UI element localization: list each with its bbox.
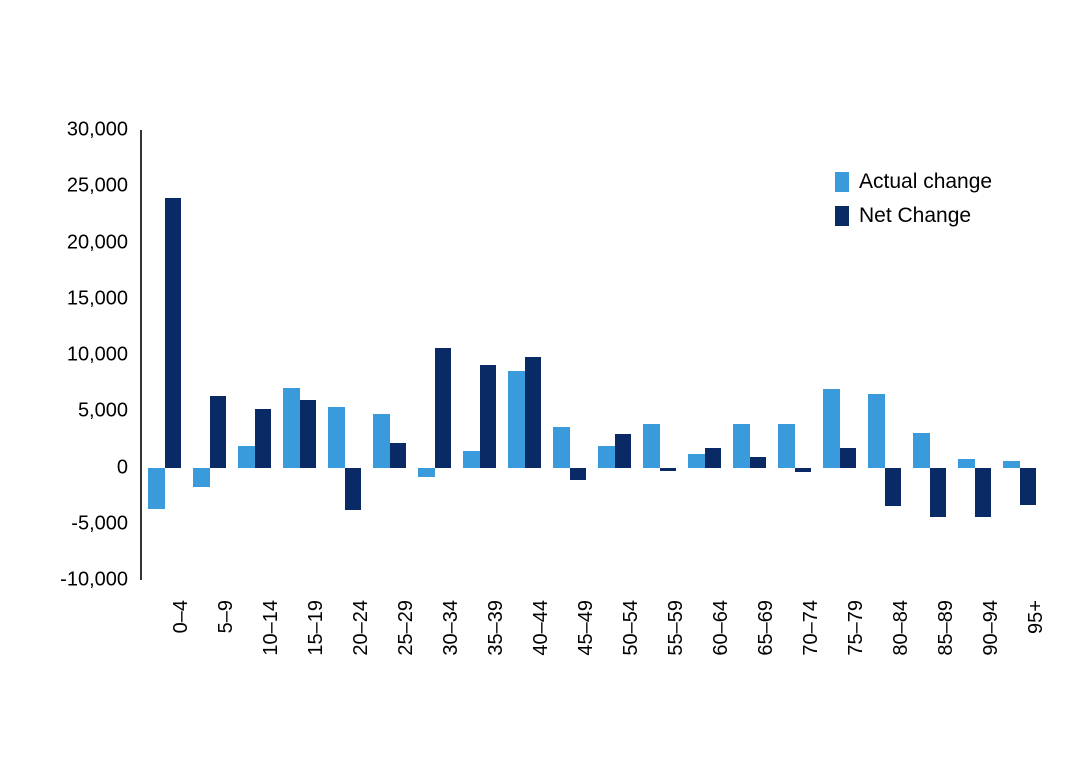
- legend-swatch: [835, 172, 849, 192]
- legend-label: Net Change: [859, 204, 971, 228]
- bar: [930, 468, 947, 518]
- bar: [435, 348, 452, 467]
- bar: [193, 468, 210, 487]
- x-tick-label: 50–54: [620, 600, 643, 656]
- bar: [418, 468, 435, 477]
- x-tick-label: 95+: [1025, 600, 1048, 634]
- bar: [238, 446, 255, 467]
- bar: [283, 388, 300, 468]
- bar: [660, 468, 677, 471]
- bar: [615, 434, 632, 468]
- bar: [750, 457, 767, 467]
- legend-swatch: [835, 206, 849, 226]
- bar: [688, 454, 705, 468]
- x-tick-label: 20–24: [350, 600, 373, 656]
- x-tick-label: 60–64: [710, 600, 733, 656]
- bar: [570, 468, 587, 480]
- x-tick-label: 90–94: [980, 600, 1003, 656]
- bar: [463, 451, 480, 468]
- x-tick-label: 45–49: [575, 600, 598, 656]
- bar: [840, 448, 857, 467]
- x-tick-label: 35–39: [485, 600, 508, 656]
- x-tick-label: 55–59: [665, 600, 688, 656]
- bar: [975, 468, 992, 518]
- bar: [823, 389, 840, 468]
- bar: [868, 394, 885, 467]
- legend: Actual change Net Change: [835, 170, 992, 238]
- bar: [165, 198, 182, 468]
- bar: [525, 357, 542, 467]
- bar: [1003, 461, 1020, 468]
- y-tick-label: 0: [28, 456, 128, 479]
- bar: [778, 424, 795, 468]
- x-tick-label: 10–14: [260, 600, 283, 656]
- chart-container: Actual change Net Change -10,000 -5,000 0 5,…: [0, 0, 1084, 758]
- x-tick-label: 25–29: [395, 600, 418, 656]
- y-tick-label: 25,000: [28, 175, 128, 198]
- x-tick-label: 70–74: [800, 600, 823, 656]
- legend-label: Actual change: [859, 170, 992, 194]
- bar: [913, 433, 930, 468]
- y-tick-label: -5,000: [28, 512, 128, 535]
- bar: [1020, 468, 1037, 505]
- y-tick-label: -10,000: [28, 569, 128, 592]
- x-tick-label: 0–4: [170, 600, 193, 633]
- x-tick-label: 65–69: [755, 600, 778, 656]
- bar: [958, 459, 975, 468]
- x-tick-label: 40–44: [530, 600, 553, 656]
- bar: [255, 409, 272, 468]
- bar: [553, 427, 570, 468]
- x-tick-label: 80–84: [890, 600, 913, 656]
- bar: [300, 400, 317, 468]
- y-tick-label: 20,000: [28, 231, 128, 254]
- bar: [390, 443, 407, 468]
- bar: [148, 468, 165, 510]
- bar: [733, 424, 750, 468]
- x-tick-label: 85–89: [935, 600, 958, 656]
- x-tick-label: 30–34: [440, 600, 463, 656]
- bar: [373, 414, 390, 468]
- x-tick-label: 75–79: [845, 600, 868, 656]
- bar: [885, 468, 902, 506]
- bar: [328, 407, 345, 468]
- y-tick-label: 10,000: [28, 344, 128, 367]
- bar: [508, 371, 525, 468]
- bar: [643, 424, 660, 468]
- bar: [598, 446, 615, 467]
- legend-item: Actual change: [835, 170, 992, 194]
- y-tick-label: 15,000: [28, 287, 128, 310]
- y-tick-label: 5,000: [28, 400, 128, 423]
- y-tick-label: 30,000: [28, 119, 128, 142]
- x-tick-label: 15–19: [305, 600, 328, 656]
- legend-item: Net Change: [835, 204, 992, 228]
- bar: [480, 365, 497, 467]
- bar: [345, 468, 362, 511]
- bar: [795, 468, 812, 473]
- bar: [210, 396, 227, 468]
- bar: [705, 448, 722, 467]
- x-tick-label: 5–9: [215, 600, 238, 633]
